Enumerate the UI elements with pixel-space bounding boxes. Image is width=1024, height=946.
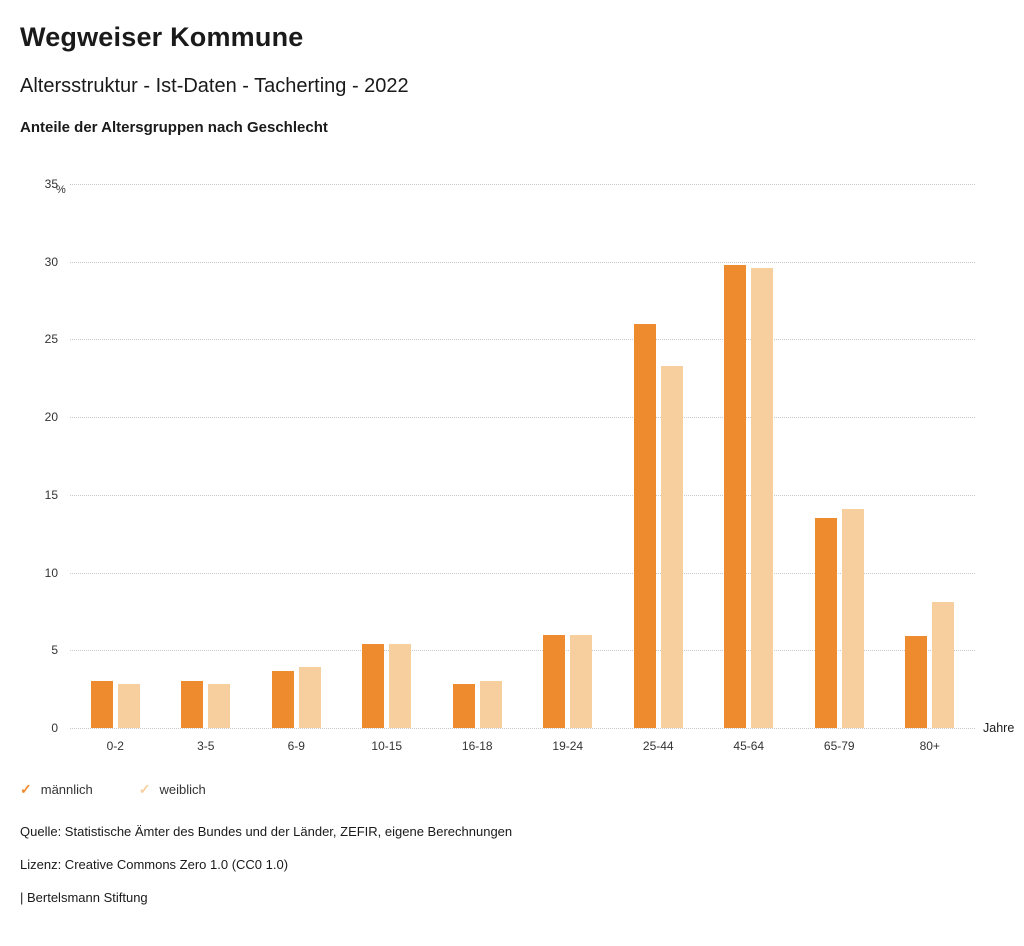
bar-group-0-2: [70, 184, 161, 728]
bar-weiblich-25-44[interactable]: [660, 365, 683, 728]
plot-area: Jahre 0 5 10 15 20 25 30 35: [45, 177, 1015, 735]
bar-weiblich-10-15[interactable]: [389, 644, 412, 728]
bar-männlich-3-5[interactable]: [181, 681, 204, 728]
y-tick-label-10: 10: [44, 565, 58, 580]
x-tick-label-3-5: 3-5: [197, 739, 215, 753]
gridline-35: [70, 184, 975, 185]
gridline-20: [70, 417, 975, 419]
bar-group-45-64: [704, 184, 795, 728]
legend-item-männlich[interactable]: ✓ männlich: [20, 781, 93, 798]
x-tick-label-80+: 80+: [919, 739, 940, 753]
legend-check-icon-weiblich: ✓: [138, 781, 151, 797]
y-tick-label-15: 15: [44, 487, 58, 502]
bar-group-25-44: [613, 184, 704, 728]
footer: Quelle: Statistische Ämter des Bundes un…: [20, 824, 1004, 905]
bar-männlich-0-2[interactable]: [90, 681, 113, 728]
legend: ✓ männlich ✓ weiblich: [20, 781, 1004, 798]
x-tick-label-45-64: 45-64: [733, 739, 765, 753]
bar-group-65-79: [794, 184, 885, 728]
legend-label-männlich: männlich: [40, 782, 93, 797]
gridline-30: [70, 261, 975, 263]
bar-männlich-80+[interactable]: [905, 636, 928, 728]
bar-group-16-18: [432, 184, 523, 728]
bar-männlich-65-79[interactable]: [814, 518, 837, 728]
x-axis-unit-label: Jahre: [983, 721, 1015, 735]
legend-label-weiblich: weiblich: [159, 782, 206, 797]
license-note: Lizenz: Creative Commons Zero 1.0 (CC0 1…: [20, 857, 289, 872]
bar-männlich-45-64[interactable]: [724, 264, 747, 728]
legend-check-icon-männlich: ✓: [20, 781, 32, 797]
bar-group-3-5: [161, 184, 252, 728]
gridline-15: [70, 494, 975, 496]
y-tick-label-5: 5: [51, 643, 58, 658]
bar-groups: [70, 184, 975, 728]
x-tick-label-16-18: 16-18: [461, 739, 493, 753]
x-axis-labels: 0-2 3-5 6-9 10-15 16-18 19-24 25-44 45-64 65-79 8…: [70, 728, 975, 753]
bar-weiblich-65-79[interactable]: [841, 508, 864, 728]
y-tick-label-35: 35: [44, 177, 58, 191]
brand-note: | Bertelsmann Stiftung: [20, 890, 148, 905]
bar-group-10-15: [342, 184, 433, 728]
gridline-25: [70, 339, 975, 341]
bar-weiblich-19-24[interactable]: [570, 634, 593, 728]
bar-weiblich-45-64[interactable]: [751, 267, 774, 728]
chart-subtitle: Altersstruktur - Ist-Daten - Tacherting …: [20, 75, 409, 97]
legend-item-weiblich[interactable]: ✓ weiblich: [139, 781, 206, 798]
x-tick-label-10-15: 10-15: [371, 739, 403, 753]
bar-group-19-24: [523, 184, 614, 728]
page-title: Wegweiser Kommune: [20, 22, 304, 52]
bar-group-6-9: [251, 184, 342, 728]
y-tick-label-0: 0: [51, 721, 58, 735]
x-tick-label-6-9: 6-9: [287, 739, 305, 753]
bar-männlich-6-9[interactable]: [271, 670, 294, 728]
bar-männlich-16-18[interactable]: [452, 684, 475, 728]
x-tick-label-0-2: 0-2: [106, 739, 124, 753]
y-tick-label-25: 25: [44, 332, 58, 347]
bar-weiblich-0-2[interactable]: [117, 684, 140, 728]
x-tick-label-19-24: 19-24: [552, 739, 584, 753]
bar-männlich-10-15[interactable]: [362, 644, 385, 728]
bar-weiblich-16-18[interactable]: [479, 681, 502, 728]
gridline-10: [70, 572, 975, 574]
y-tick-label-20: 20: [44, 410, 58, 425]
bar-männlich-19-24[interactable]: [543, 634, 566, 728]
bar-weiblich-6-9[interactable]: [298, 667, 321, 728]
y-tick-label-30: 30: [44, 254, 58, 269]
chart-heading: Anteile der Altersgruppen nach Geschlech…: [20, 119, 328, 136]
x-tick-label-25-44: 25-44: [642, 739, 674, 753]
bar-group-80+: [885, 184, 976, 728]
bar-männlich-25-44[interactable]: [633, 323, 656, 728]
source-note: Quelle: Statistische Ämter des Bundes un…: [20, 824, 513, 839]
gridline-5: [70, 650, 975, 652]
x-tick-label-65-79: 65-79: [823, 739, 855, 753]
bar-weiblich-3-5[interactable]: [208, 684, 231, 728]
bar-chart: % Jahre 0 5 10 15 20 25 30 35 0-2 3-5 6-9 10-15 16-…: [20, 177, 1024, 753]
gridline-0: [70, 728, 975, 729]
y-axis-unit-label: %: [56, 184, 66, 196]
bar-weiblich-80+[interactable]: [932, 602, 955, 728]
